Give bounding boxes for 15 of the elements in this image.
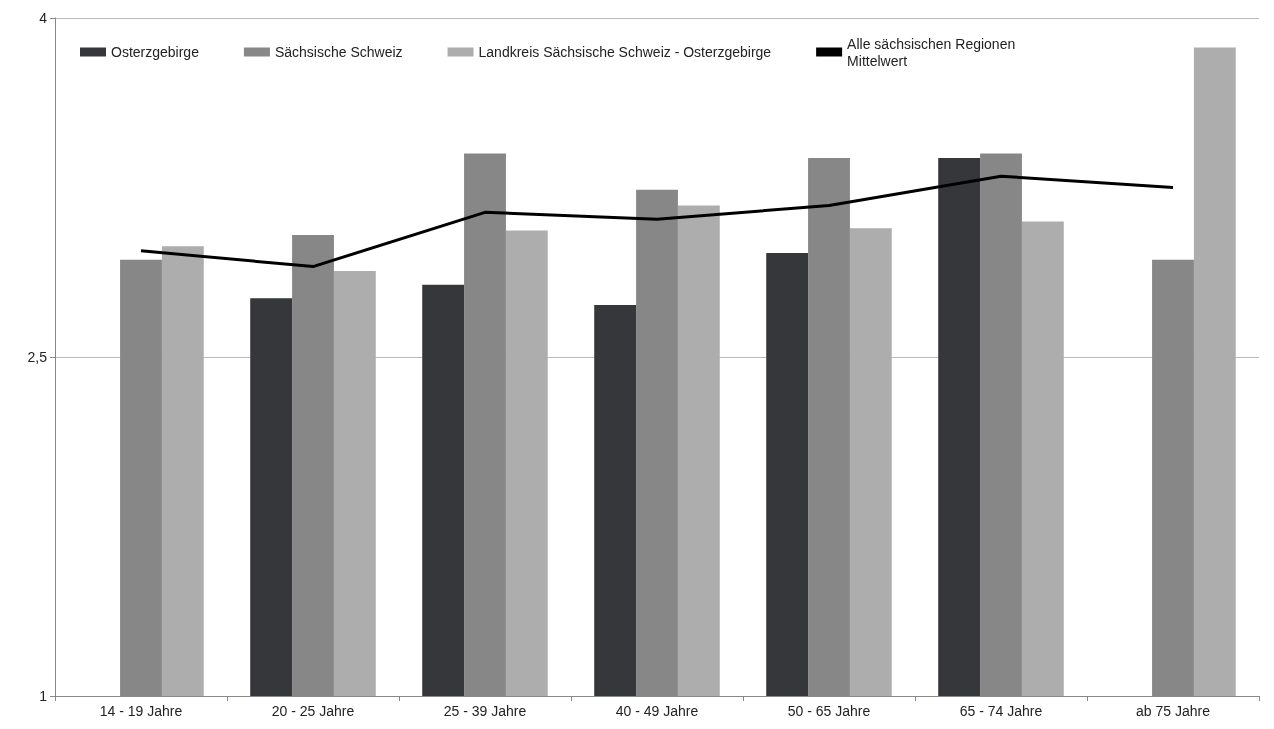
line-series (139, 174, 1175, 269)
y-tick-label: 4 (39, 10, 48, 26)
legend-label: Landkreis Sächsische Schweiz - Osterzgebirge (478, 44, 772, 60)
x-tick-label: 20 - 25 Jahre (271, 703, 355, 719)
x-tick-label: 14 - 19 Jahre (99, 703, 183, 719)
legend-label: Osterzgebirge (111, 44, 200, 60)
x-tick-label: ab 75 Jahre (1136, 703, 1211, 719)
x-tick-label: 25 - 39 Jahre (443, 703, 527, 719)
legend-label: Alle sächsischen Regionen Mittelwert (847, 35, 1020, 69)
x-tick-label: 40 - 49 Jahre (615, 703, 699, 719)
y-tick-label: 1 (39, 688, 48, 704)
x-tick-label: 50 - 65 Jahre (787, 703, 871, 719)
x-tick-label: 65 - 74 Jahre (959, 703, 1043, 719)
y-tick-label: 2,5 (27, 349, 48, 365)
legend-label: Sächsische Schweiz (274, 44, 403, 60)
